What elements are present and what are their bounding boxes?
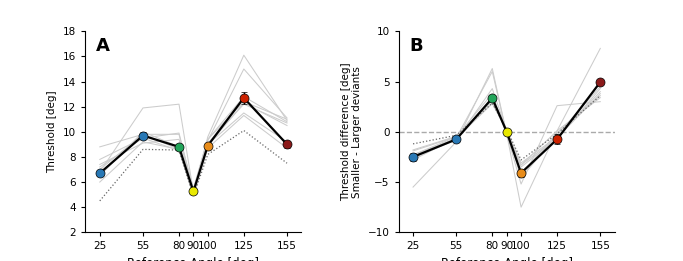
X-axis label: Reference Angle [deg]: Reference Angle [deg] [128, 257, 260, 261]
Text: A: A [96, 37, 110, 55]
X-axis label: Reference Angle [deg]: Reference Angle [deg] [441, 257, 572, 261]
Y-axis label: Threshold [deg]: Threshold [deg] [48, 91, 57, 173]
Text: B: B [409, 37, 423, 55]
Y-axis label: Threshold difference [deg]
Smaller - Larger deviants: Threshold difference [deg] Smaller - Lar… [341, 62, 362, 201]
